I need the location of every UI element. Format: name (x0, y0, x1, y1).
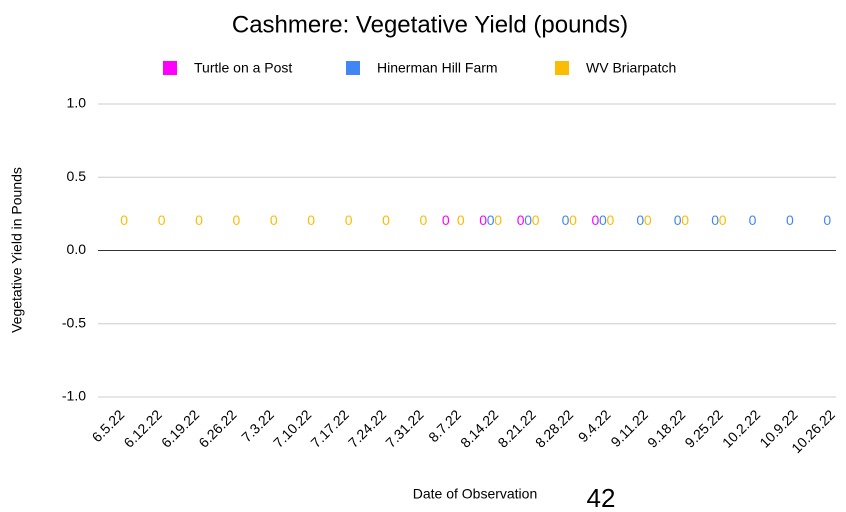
x-tick-label: 10.2.22 (719, 406, 763, 450)
data-label: 0 (487, 212, 495, 228)
data-label: 0 (233, 212, 241, 228)
x-tick-label: 9.25.22 (681, 406, 725, 450)
data-label: 0 (749, 212, 757, 228)
x-tick-label: 6.19.22 (158, 406, 202, 450)
data-label: 0 (479, 212, 487, 228)
data-label: 0 (457, 212, 465, 228)
chart-title: Cashmere: Vegetative Yield (pounds) (232, 11, 628, 38)
data-label: 0 (636, 212, 644, 228)
legend-swatch (346, 61, 360, 75)
data-label: 0 (644, 212, 652, 228)
legend-label: Turtle on a Post (194, 60, 292, 76)
data-label: 0 (674, 212, 682, 228)
y-tick-label: 0.0 (67, 241, 87, 257)
page-number: 42 (587, 483, 616, 512)
data-label: 0 (599, 212, 607, 228)
x-tick-label: 6.26.22 (195, 406, 239, 450)
data-label: 0 (420, 212, 428, 228)
x-tick-label: 9.11.22 (607, 406, 651, 450)
data-label: 0 (786, 212, 794, 228)
data-label: 0 (823, 212, 831, 228)
data-label: 0 (270, 212, 278, 228)
data-label: 0 (195, 212, 203, 228)
y-tick-label: 0.5 (67, 168, 87, 184)
x-tick-label: 9.18.22 (644, 406, 688, 450)
data-label: 0 (524, 212, 532, 228)
legend-label: Hinerman Hill Farm (377, 60, 498, 76)
data-label: 0 (517, 212, 525, 228)
x-tick-label: 7.10.22 (270, 406, 314, 450)
data-label: 0 (562, 212, 570, 228)
y-tick-label: -0.5 (62, 314, 86, 330)
legend-swatch (555, 61, 569, 75)
data-label: 0 (158, 212, 166, 228)
data-label: 0 (307, 212, 315, 228)
data-label: 0 (719, 212, 727, 228)
x-tick-label: 8.28.22 (532, 406, 576, 450)
legend-label: WV Briarpatch (586, 60, 676, 76)
y-axis-title: Vegetative Yield in Pounds (9, 167, 25, 333)
y-tick-label: -1.0 (62, 388, 86, 404)
data-label: 0 (494, 212, 502, 228)
data-label: 0 (120, 212, 128, 228)
data-label: 0 (345, 212, 353, 228)
x-tick-label: 7.17.22 (307, 406, 351, 450)
x-axis-title: Date of Observation (413, 486, 538, 502)
x-tick-label: 7.24.22 (345, 406, 389, 450)
x-tick-label: 8.21.22 (494, 406, 538, 450)
x-tick-label: 6.12.22 (120, 406, 164, 450)
data-label: 0 (569, 212, 577, 228)
x-tick-label: 8.14.22 (457, 406, 501, 450)
data-label: 0 (607, 212, 615, 228)
data-label: 0 (711, 212, 719, 228)
y-tick-label: 1.0 (67, 95, 87, 111)
data-label: 0 (442, 212, 450, 228)
data-label: 0 (592, 212, 600, 228)
x-tick-label: 7.31.22 (382, 406, 426, 450)
legend-swatch (163, 61, 177, 75)
data-label: 0 (681, 212, 689, 228)
data-label: 0 (382, 212, 390, 228)
data-label: 0 (532, 212, 540, 228)
